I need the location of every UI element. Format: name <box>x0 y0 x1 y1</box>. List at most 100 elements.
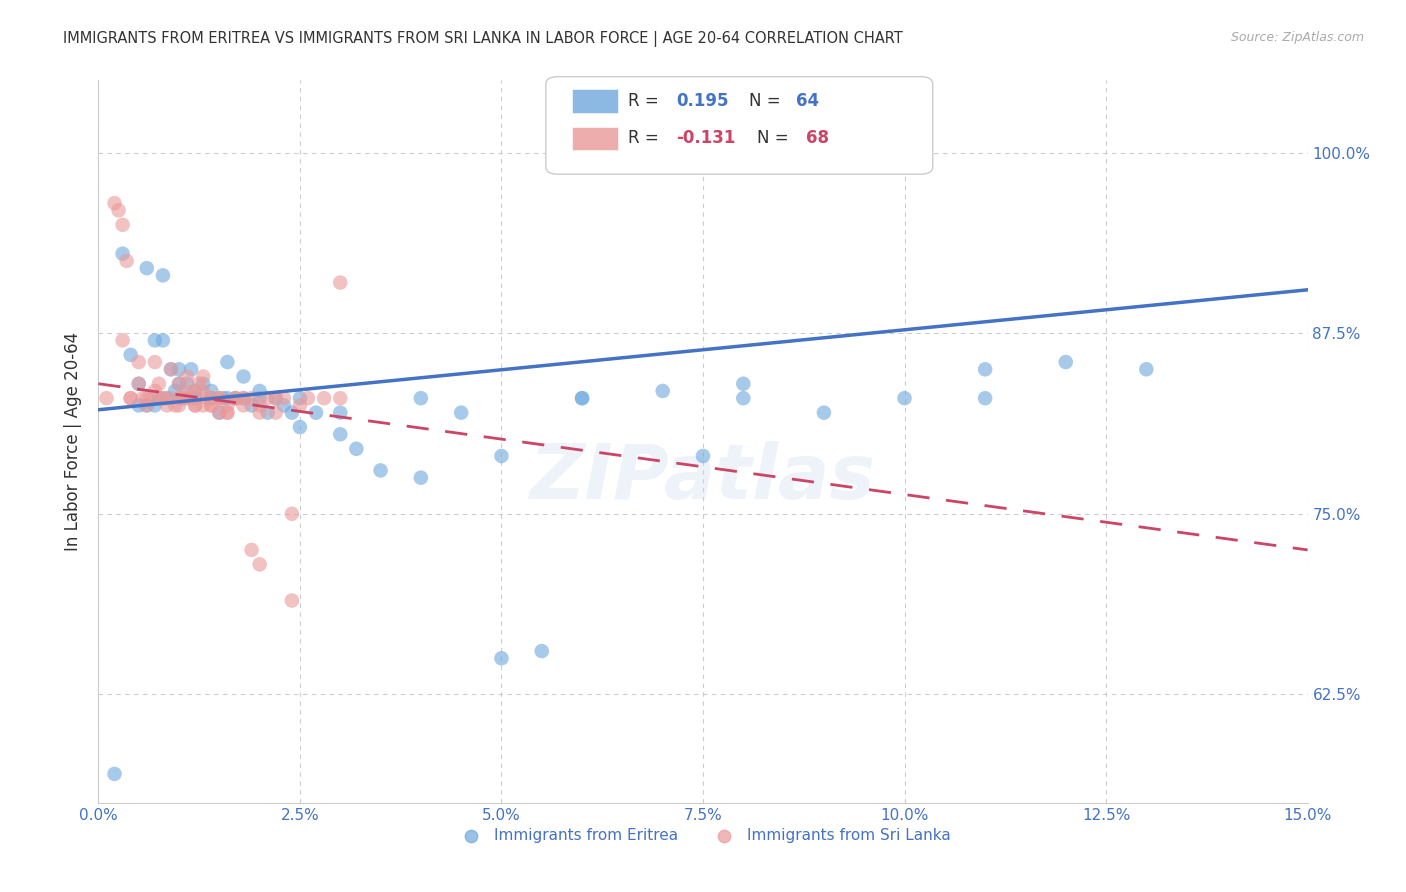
Point <box>111 218 134 232</box>
FancyBboxPatch shape <box>572 127 619 151</box>
Point <box>128 399 150 413</box>
Point <box>193 399 215 413</box>
Point <box>974 391 997 405</box>
Point <box>132 391 155 405</box>
Point <box>152 391 174 405</box>
Point <box>184 399 207 413</box>
Point <box>103 196 125 211</box>
Point <box>167 376 190 391</box>
Text: 68: 68 <box>806 129 828 147</box>
Point <box>184 399 207 413</box>
Point <box>249 558 271 572</box>
Point <box>288 420 311 434</box>
Point <box>135 261 157 276</box>
Point <box>148 376 170 391</box>
Point <box>232 399 254 413</box>
Point <box>160 362 183 376</box>
Point <box>530 644 553 658</box>
Point <box>224 391 246 405</box>
Text: R =: R = <box>628 129 664 147</box>
Point <box>120 391 142 405</box>
Point <box>288 391 311 405</box>
Point <box>733 391 755 405</box>
Point <box>200 391 222 405</box>
Point <box>184 391 207 405</box>
Point <box>651 384 673 398</box>
Legend: Immigrants from Eritrea, Immigrants from Sri Lanka: Immigrants from Eritrea, Immigrants from… <box>450 822 956 849</box>
Point <box>288 399 311 413</box>
Point <box>249 384 271 398</box>
Point <box>156 399 179 413</box>
Point <box>176 376 198 391</box>
Point <box>297 391 319 405</box>
Point <box>163 399 186 413</box>
Text: 0.195: 0.195 <box>676 92 728 110</box>
Point <box>256 406 278 420</box>
Point <box>167 376 190 391</box>
Point <box>305 406 328 420</box>
Point <box>224 391 246 405</box>
Point <box>240 391 263 405</box>
Point <box>163 384 186 398</box>
Point <box>135 399 157 413</box>
Point <box>184 384 207 398</box>
Point <box>200 384 222 398</box>
Point <box>143 384 166 398</box>
Point <box>281 593 304 607</box>
Point <box>160 391 183 405</box>
Y-axis label: In Labor Force | Age 20-64: In Labor Force | Age 20-64 <box>65 332 83 551</box>
Point <box>193 376 215 391</box>
Point <box>1135 362 1157 376</box>
Point <box>409 391 432 405</box>
Point <box>172 391 194 405</box>
FancyBboxPatch shape <box>546 77 932 174</box>
Point <box>167 399 190 413</box>
Point <box>264 391 287 405</box>
Point <box>813 406 835 420</box>
Point <box>208 406 231 420</box>
Point <box>571 391 593 405</box>
Point <box>329 391 352 405</box>
Point <box>249 406 271 420</box>
Point <box>224 391 246 405</box>
Text: 64: 64 <box>796 92 820 110</box>
Point <box>128 376 150 391</box>
Point <box>232 369 254 384</box>
Point <box>329 406 352 420</box>
Point <box>273 391 295 405</box>
Point <box>160 362 183 376</box>
Point <box>188 376 211 391</box>
Point <box>148 391 170 405</box>
Point <box>314 391 336 405</box>
Point <box>128 376 150 391</box>
Point <box>893 391 915 405</box>
Point <box>1054 355 1077 369</box>
Point <box>176 391 198 405</box>
Point <box>184 384 207 398</box>
Point <box>208 406 231 420</box>
Point <box>96 391 118 405</box>
Point <box>152 391 174 405</box>
Point <box>128 355 150 369</box>
Point <box>139 391 162 405</box>
Point <box>176 369 198 384</box>
Point <box>176 384 198 398</box>
Point <box>200 399 222 413</box>
Point <box>281 406 304 420</box>
Point <box>571 391 593 405</box>
Point <box>249 391 271 405</box>
Text: Source: ZipAtlas.com: Source: ZipAtlas.com <box>1230 31 1364 45</box>
Point <box>491 651 513 665</box>
Point <box>329 276 352 290</box>
Point <box>195 391 218 405</box>
Point <box>450 406 472 420</box>
Point <box>193 384 215 398</box>
Point <box>217 406 239 420</box>
Point <box>167 362 190 376</box>
Point <box>249 399 271 413</box>
Point <box>120 391 142 405</box>
Point <box>217 355 239 369</box>
Point <box>172 391 194 405</box>
Point <box>111 246 134 260</box>
Point <box>120 348 142 362</box>
